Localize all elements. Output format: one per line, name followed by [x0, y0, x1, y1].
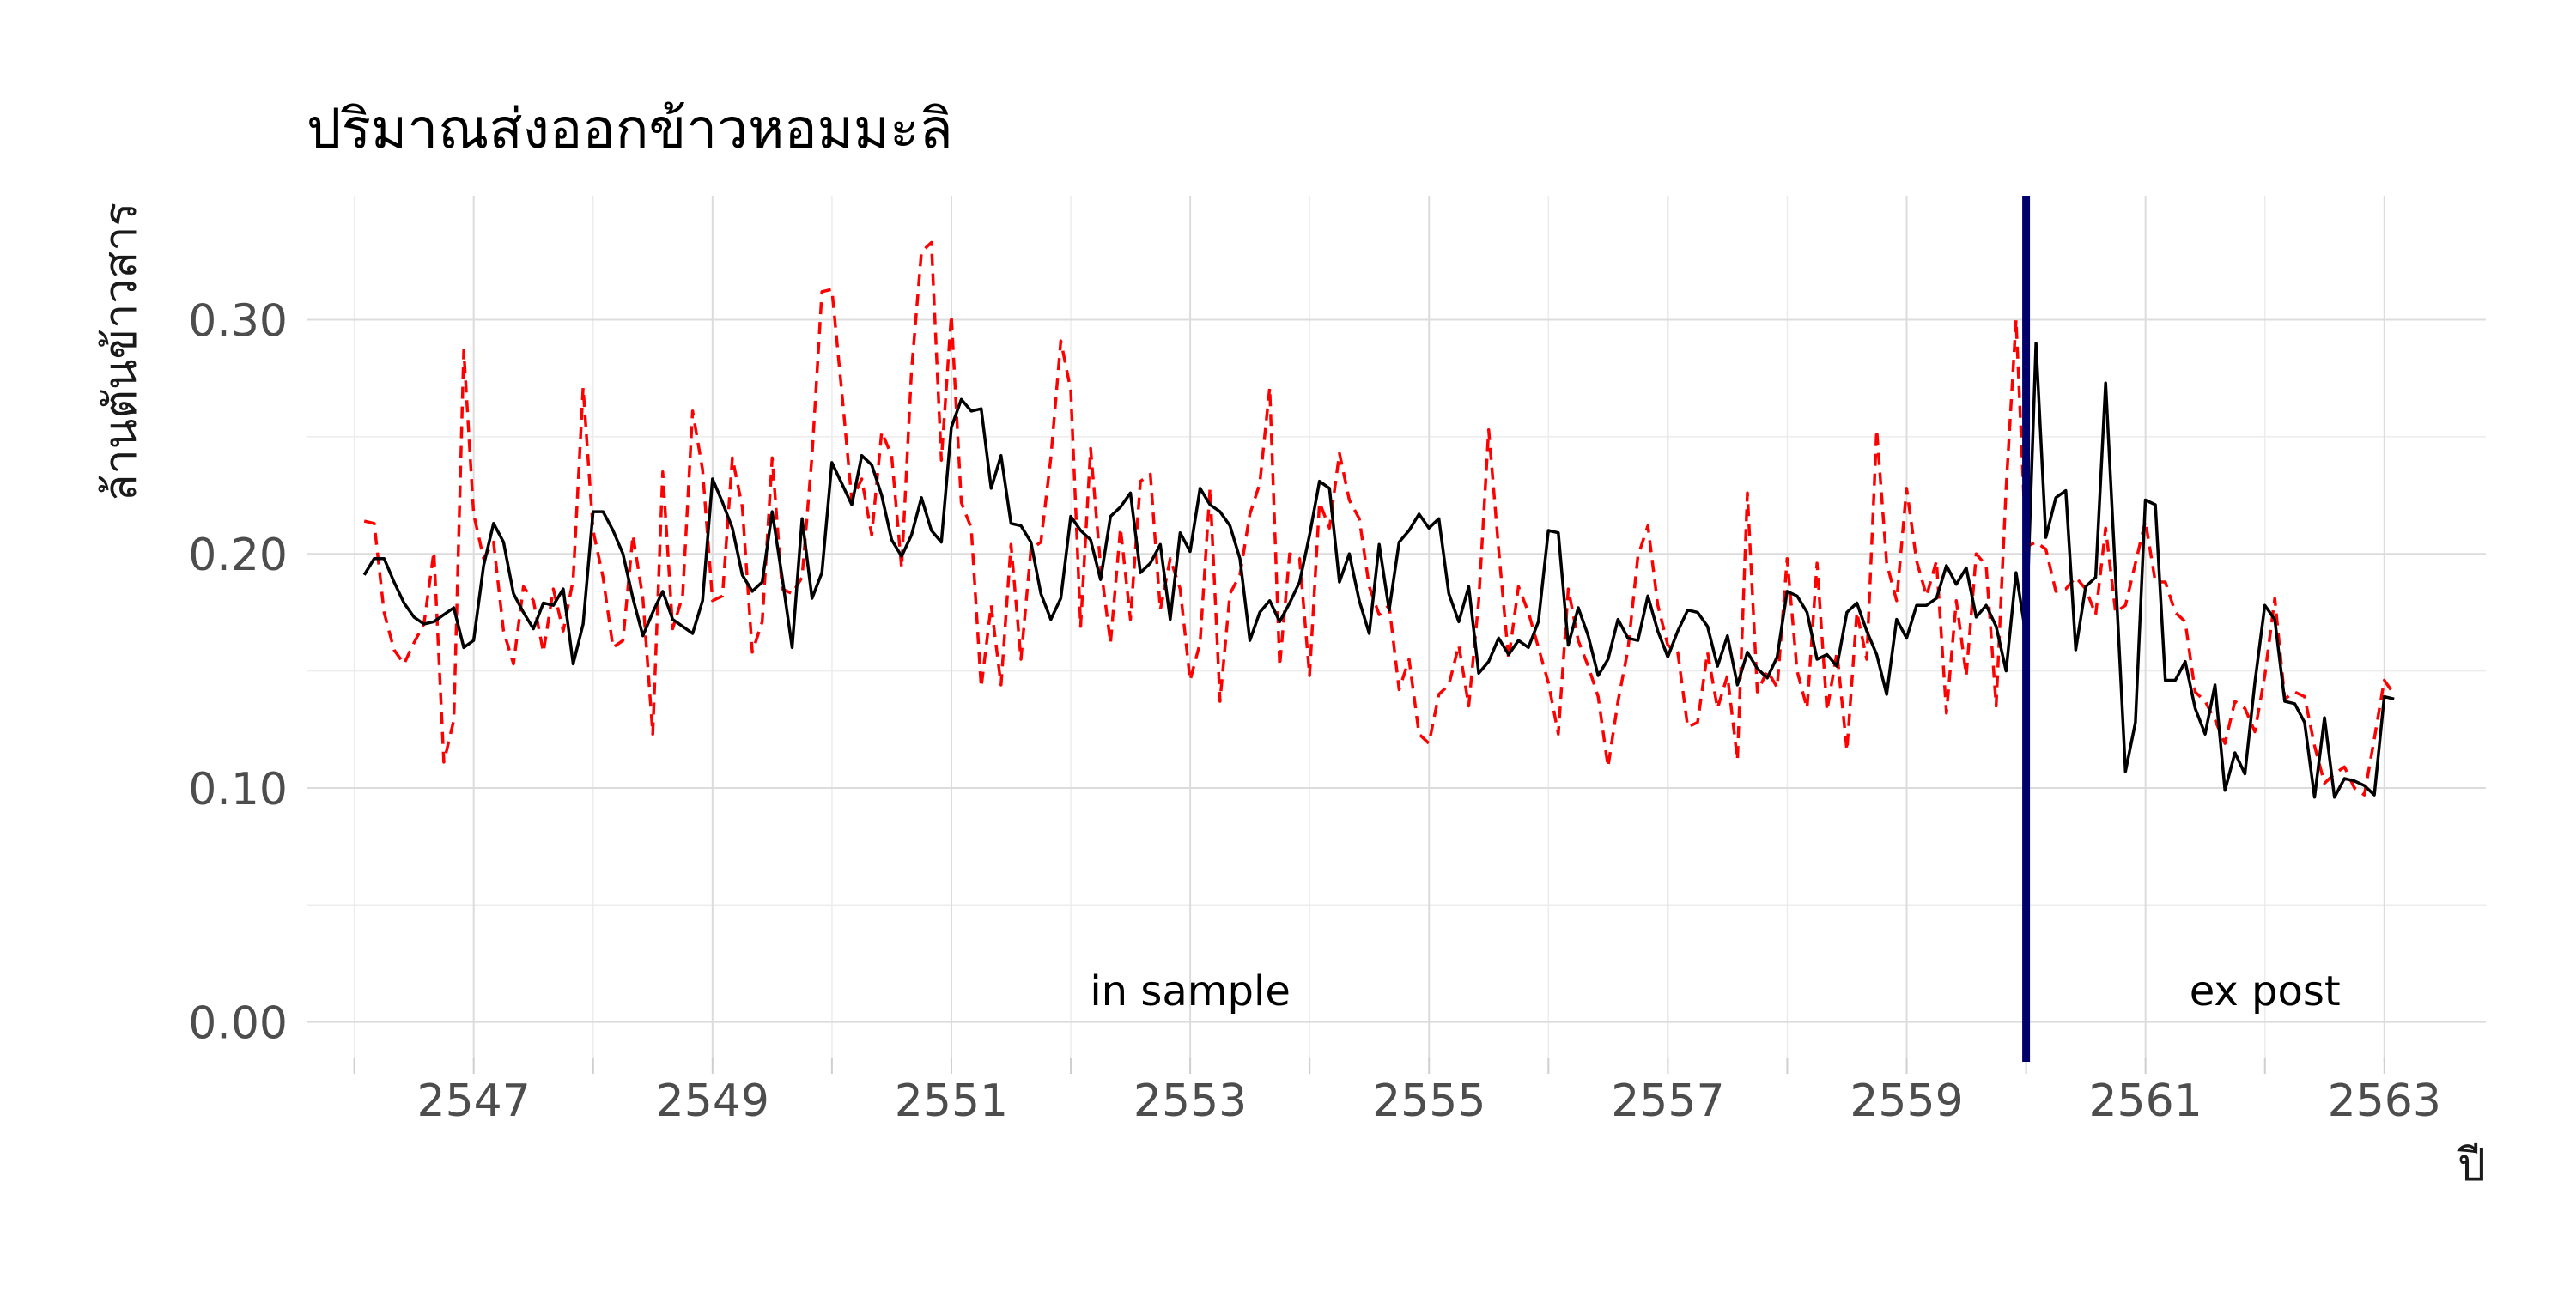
annotation-label: ex post [2190, 967, 2341, 1015]
y-axis-title: ล้านตันข้าวสาร [95, 203, 147, 502]
x-axis-tick-labels: 2547 2549 2551 2553 2555 2557 2559 2561 2563 [417, 1076, 2441, 1127]
x-axis-ticks [353, 1058, 2385, 1074]
y-tick-label: 0.20 [188, 530, 288, 581]
x-tick-label: 2551 [895, 1076, 1008, 1127]
chart-title: ปริมาณส่งออกข้าวหอมมะลิ [307, 98, 953, 161]
x-tick-label: 2549 [656, 1076, 769, 1127]
x-axis-title: ปี [2457, 1140, 2486, 1191]
annotation-label: in sample [1090, 967, 1291, 1015]
y-tick-label: 0.00 [188, 998, 288, 1050]
x-tick-label: 2555 [1372, 1076, 1485, 1127]
series-line-solid [362, 342, 2395, 799]
x-tick-label: 2559 [1850, 1076, 1963, 1127]
x-tick-label: 2557 [1611, 1076, 1724, 1127]
x-tick-label: 2563 [2328, 1076, 2441, 1127]
x-tick-label: 2547 [417, 1076, 531, 1127]
series-layer [362, 240, 2396, 799]
y-axis-tick-labels: 0.00 0.10 0.20 0.30 [188, 296, 288, 1050]
series-line-dashed [363, 240, 2396, 797]
major-x-gridlines [472, 196, 2385, 1062]
x-tick-label: 2561 [2088, 1076, 2202, 1127]
annotation-layer: in sample ex post [1090, 967, 2340, 1015]
x-tick-label: 2553 [1133, 1076, 1247, 1127]
y-tick-label: 0.30 [188, 296, 288, 348]
y-tick-label: 0.10 [188, 764, 288, 815]
